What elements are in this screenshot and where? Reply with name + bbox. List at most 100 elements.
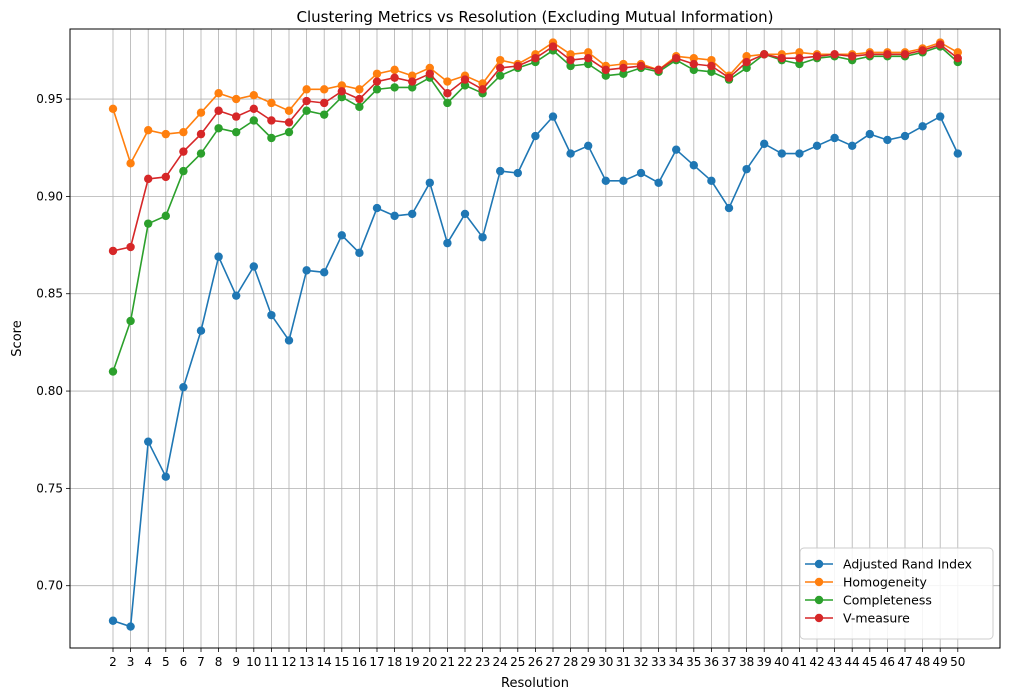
data-point-completeness: [302, 106, 311, 115]
data-point-v-measure: [196, 129, 206, 139]
x-tick-label: 25: [510, 655, 525, 669]
y-axis-title: Score: [10, 320, 25, 356]
data-point-adjusted-rand-index: [742, 164, 751, 174]
data-point-homogeneity: [707, 55, 716, 65]
data-point-completeness: [179, 166, 188, 176]
legend-item-homogeneity: Homogeneity: [805, 575, 927, 590]
data-point-completeness: [390, 83, 399, 92]
data-point-adjusted-rand-index: [443, 238, 452, 248]
data-point-adjusted-rand-index: [408, 209, 417, 219]
data-point-v-measure: [636, 61, 646, 71]
data-point-v-measure: [179, 147, 188, 156]
data-point-adjusted-rand-index: [848, 141, 857, 150]
x-tick-label: 8: [215, 655, 223, 669]
data-point-homogeneity: [742, 52, 751, 61]
x-tick-label: 15: [334, 655, 349, 669]
data-point-completeness: [249, 116, 258, 125]
data-point-adjusted-rand-index: [654, 178, 663, 187]
x-tick-label: 32: [633, 655, 648, 669]
data-point-homogeneity: [284, 106, 294, 115]
data-point-completeness: [267, 133, 276, 143]
data-point-homogeneity: [249, 90, 258, 100]
data-point-v-measure: [865, 50, 874, 59]
x-tick-label: 38: [739, 655, 754, 669]
x-tick-label: 26: [528, 655, 543, 669]
data-point-v-measure: [584, 53, 593, 63]
data-point-adjusted-rand-index: [865, 129, 874, 139]
data-point-completeness: [460, 81, 470, 90]
data-point-adjusted-rand-index: [161, 472, 170, 481]
data-point-homogeneity: [196, 108, 206, 117]
data-point-adjusted-rand-index: [584, 141, 593, 150]
x-tick-label: 20: [422, 655, 437, 669]
data-point-completeness: [795, 59, 804, 69]
y-tick-label: 0.95: [36, 92, 63, 106]
data-point-v-measure: [214, 106, 223, 115]
data-point-adjusted-rand-index: [724, 203, 734, 213]
x-axis-title: Resolution: [501, 676, 569, 691]
data-point-v-measure: [812, 52, 822, 61]
data-point-completeness: [689, 65, 698, 75]
x-tick-label: 42: [809, 655, 824, 669]
x-tick-label: 34: [669, 655, 684, 669]
x-tick-label: 31: [616, 655, 631, 669]
data-point-completeness: [619, 69, 628, 78]
legend: Adjusted Rand Index Homogeneity Completene…: [799, 547, 994, 640]
data-point-v-measure: [372, 77, 382, 86]
data-point-completeness: [584, 59, 593, 69]
data-point-adjusted-rand-index: [636, 168, 646, 178]
data-point-v-measure: [496, 63, 505, 73]
data-point-homogeneity: [372, 69, 382, 78]
y-tick-label: 0.85: [36, 287, 63, 301]
data-point-v-measure: [320, 98, 329, 108]
legend-item-completeness: Completeness: [805, 593, 932, 608]
legend-marker: [814, 595, 824, 605]
legend-label: Adjusted Rand Index: [843, 557, 972, 572]
x-tick-label: 22: [457, 655, 472, 669]
data-point-v-measure: [918, 46, 927, 55]
data-point-v-measure: [707, 61, 716, 71]
data-point-homogeneity: [126, 159, 135, 168]
legend-marker: [814, 613, 824, 623]
y-tick-label: 0.90: [36, 189, 63, 203]
data-point-adjusted-rand-index: [953, 149, 962, 158]
x-tick-label: 5: [162, 655, 170, 669]
y-tick-label: 0.80: [36, 384, 63, 398]
data-point-completeness: [337, 92, 346, 102]
data-point-v-measure: [953, 53, 962, 63]
data-point-adjusted-rand-index: [425, 178, 434, 187]
data-point-adjusted-rand-index: [390, 211, 399, 221]
data-point-v-measure: [478, 85, 487, 94]
data-point-v-measure: [425, 69, 434, 78]
data-point-homogeneity: [144, 126, 153, 135]
chart-title: Clustering Metrics vs Resolution (Exclud…: [296, 8, 773, 26]
data-point-homogeneity: [795, 48, 804, 57]
data-point-adjusted-rand-index: [232, 291, 241, 300]
data-point-v-measure: [249, 104, 258, 114]
data-point-adjusted-rand-index: [795, 149, 804, 158]
data-point-adjusted-rand-index: [883, 135, 892, 145]
x-tick-label: 4: [144, 655, 152, 669]
x-tick-label: 7: [197, 655, 205, 669]
x-tick-label: 21: [440, 655, 455, 669]
data-point-adjusted-rand-index: [320, 268, 329, 277]
data-point-completeness: [355, 102, 364, 112]
data-point-adjusted-rand-index: [566, 149, 575, 158]
data-point-v-measure: [848, 52, 857, 61]
series-v-measure: [108, 40, 962, 256]
data-point-completeness: [443, 98, 452, 108]
data-point-v-measure: [126, 242, 135, 252]
legend-item-v-measure: V-measure: [805, 611, 910, 626]
x-tick-label: 30: [598, 655, 613, 669]
x-tick-label: 18: [387, 655, 402, 669]
data-point-adjusted-rand-index: [689, 161, 698, 170]
legend-label: V-measure: [843, 611, 910, 626]
series-adjusted-rand-index: [108, 112, 962, 631]
data-point-homogeneity: [267, 98, 276, 108]
data-point-completeness: [196, 149, 206, 158]
x-tick-label: 50: [950, 655, 965, 669]
x-tick-label: 2: [109, 655, 117, 669]
data-point-homogeneity: [566, 50, 575, 59]
x-tick-label: 36: [704, 655, 719, 669]
data-point-adjusted-rand-index: [777, 149, 786, 158]
